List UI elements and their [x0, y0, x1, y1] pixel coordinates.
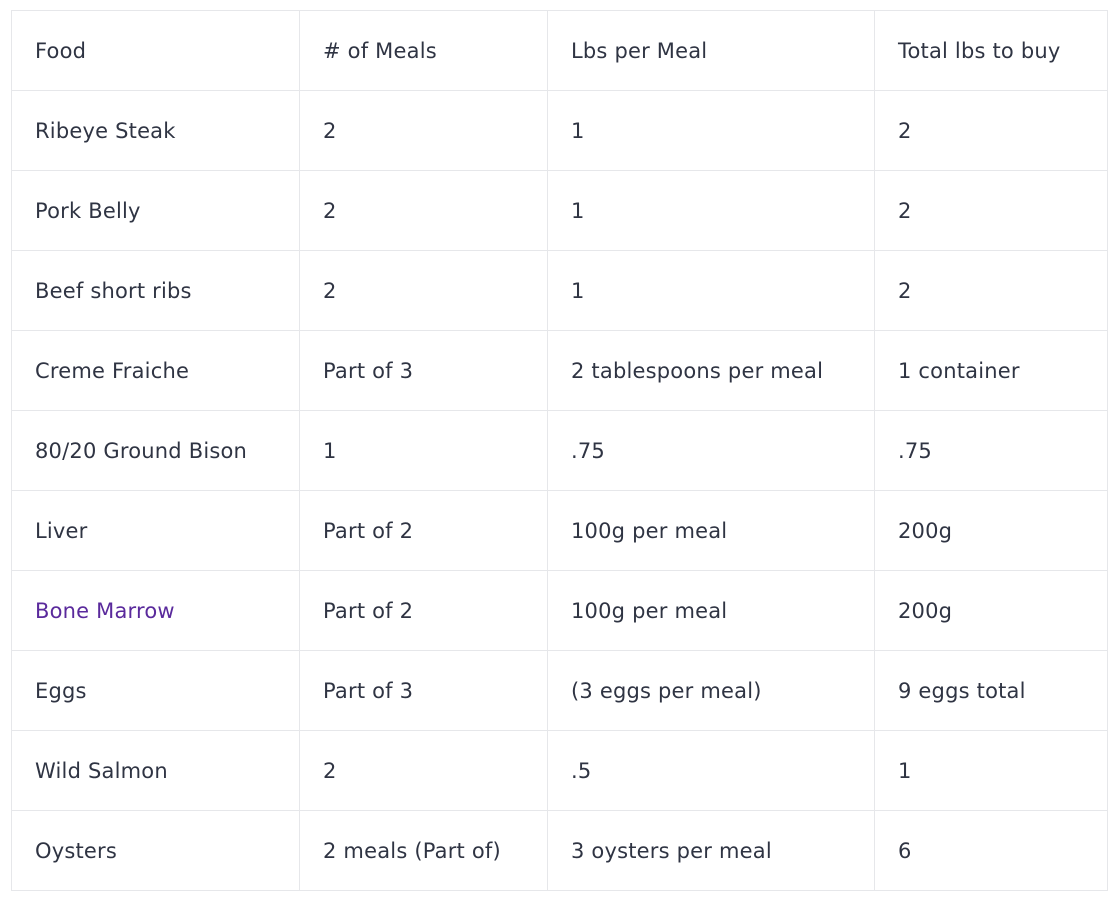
- cell-num-meals: 2: [299, 170, 548, 251]
- cell-food: Bone Marrow: [11, 570, 300, 651]
- cell-num-meals: Part of 2: [299, 490, 548, 571]
- cell-food: Wild Salmon: [11, 730, 300, 811]
- cell-num-meals: Part of 3: [299, 650, 548, 731]
- table-row: Liver Part of 2 100g per meal 200g: [11, 490, 1108, 571]
- cell-total-lbs: 9 eggs total: [874, 650, 1108, 731]
- cell-lbs-per-meal: 1: [547, 90, 875, 171]
- cell-num-meals: 2: [299, 90, 548, 171]
- cell-food: Ribeye Steak: [11, 90, 300, 171]
- cell-food: Creme Fraiche: [11, 330, 300, 411]
- table-row: Oysters 2 meals (Part of) 3 oysters per …: [11, 810, 1108, 891]
- cell-num-meals: 1: [299, 410, 548, 491]
- cell-lbs-per-meal: (3 eggs per meal): [547, 650, 875, 731]
- cell-lbs-per-meal: 3 oysters per meal: [547, 810, 875, 891]
- table-row: Wild Salmon 2 .5 1: [11, 730, 1108, 811]
- cell-total-lbs: 200g: [874, 490, 1108, 571]
- header-num-meals: # of Meals: [299, 10, 548, 91]
- table-row: Ribeye Steak 2 1 2: [11, 90, 1108, 171]
- cell-num-meals: Part of 2: [299, 570, 548, 651]
- header-lbs-per-meal: Lbs per Meal: [547, 10, 875, 91]
- bone-marrow-link[interactable]: Bone Marrow: [35, 598, 175, 623]
- table-row: Creme Fraiche Part of 3 2 tablespoons pe…: [11, 330, 1108, 411]
- cell-num-meals: 2: [299, 250, 548, 331]
- food-shopping-table: Food # of Meals Lbs per Meal Total lbs t…: [11, 10, 1108, 891]
- cell-total-lbs: 1: [874, 730, 1108, 811]
- cell-total-lbs: 6: [874, 810, 1108, 891]
- cell-num-meals: 2: [299, 730, 548, 811]
- cell-food: Liver: [11, 490, 300, 571]
- cell-lbs-per-meal: 1: [547, 170, 875, 251]
- cell-food: Oysters: [11, 810, 300, 891]
- table-row: Bone Marrow Part of 2 100g per meal 200g: [11, 570, 1108, 651]
- cell-total-lbs: 200g: [874, 570, 1108, 651]
- table-header-row: Food # of Meals Lbs per Meal Total lbs t…: [11, 10, 1108, 91]
- cell-total-lbs: .75: [874, 410, 1108, 491]
- cell-lbs-per-meal: 1: [547, 250, 875, 331]
- cell-food: Pork Belly: [11, 170, 300, 251]
- cell-total-lbs: 2: [874, 170, 1108, 251]
- cell-num-meals: Part of 3: [299, 330, 548, 411]
- food-table-container: Food # of Meals Lbs per Meal Total lbs t…: [11, 10, 1108, 892]
- table-row: 80/20 Ground Bison 1 .75 .75: [11, 410, 1108, 491]
- header-food: Food: [11, 10, 300, 91]
- cell-food: Beef short ribs: [11, 250, 300, 331]
- cell-lbs-per-meal: 100g per meal: [547, 570, 875, 651]
- cell-total-lbs: 1 container: [874, 330, 1108, 411]
- cell-lbs-per-meal: .5: [547, 730, 875, 811]
- cell-lbs-per-meal: 2 tablespoons per meal: [547, 330, 875, 411]
- cell-total-lbs: 2: [874, 90, 1108, 171]
- header-total-lbs: Total lbs to buy: [874, 10, 1108, 91]
- cell-lbs-per-meal: .75: [547, 410, 875, 491]
- cell-total-lbs: 2: [874, 250, 1108, 331]
- cell-food: Eggs: [11, 650, 300, 731]
- table-row: Pork Belly 2 1 2: [11, 170, 1108, 251]
- table-row: Eggs Part of 3 (3 eggs per meal) 9 eggs …: [11, 650, 1108, 731]
- cell-lbs-per-meal: 100g per meal: [547, 490, 875, 571]
- cell-num-meals: 2 meals (Part of): [299, 810, 548, 891]
- table-row: Beef short ribs 2 1 2: [11, 250, 1108, 331]
- cell-food: 80/20 Ground Bison: [11, 410, 300, 491]
